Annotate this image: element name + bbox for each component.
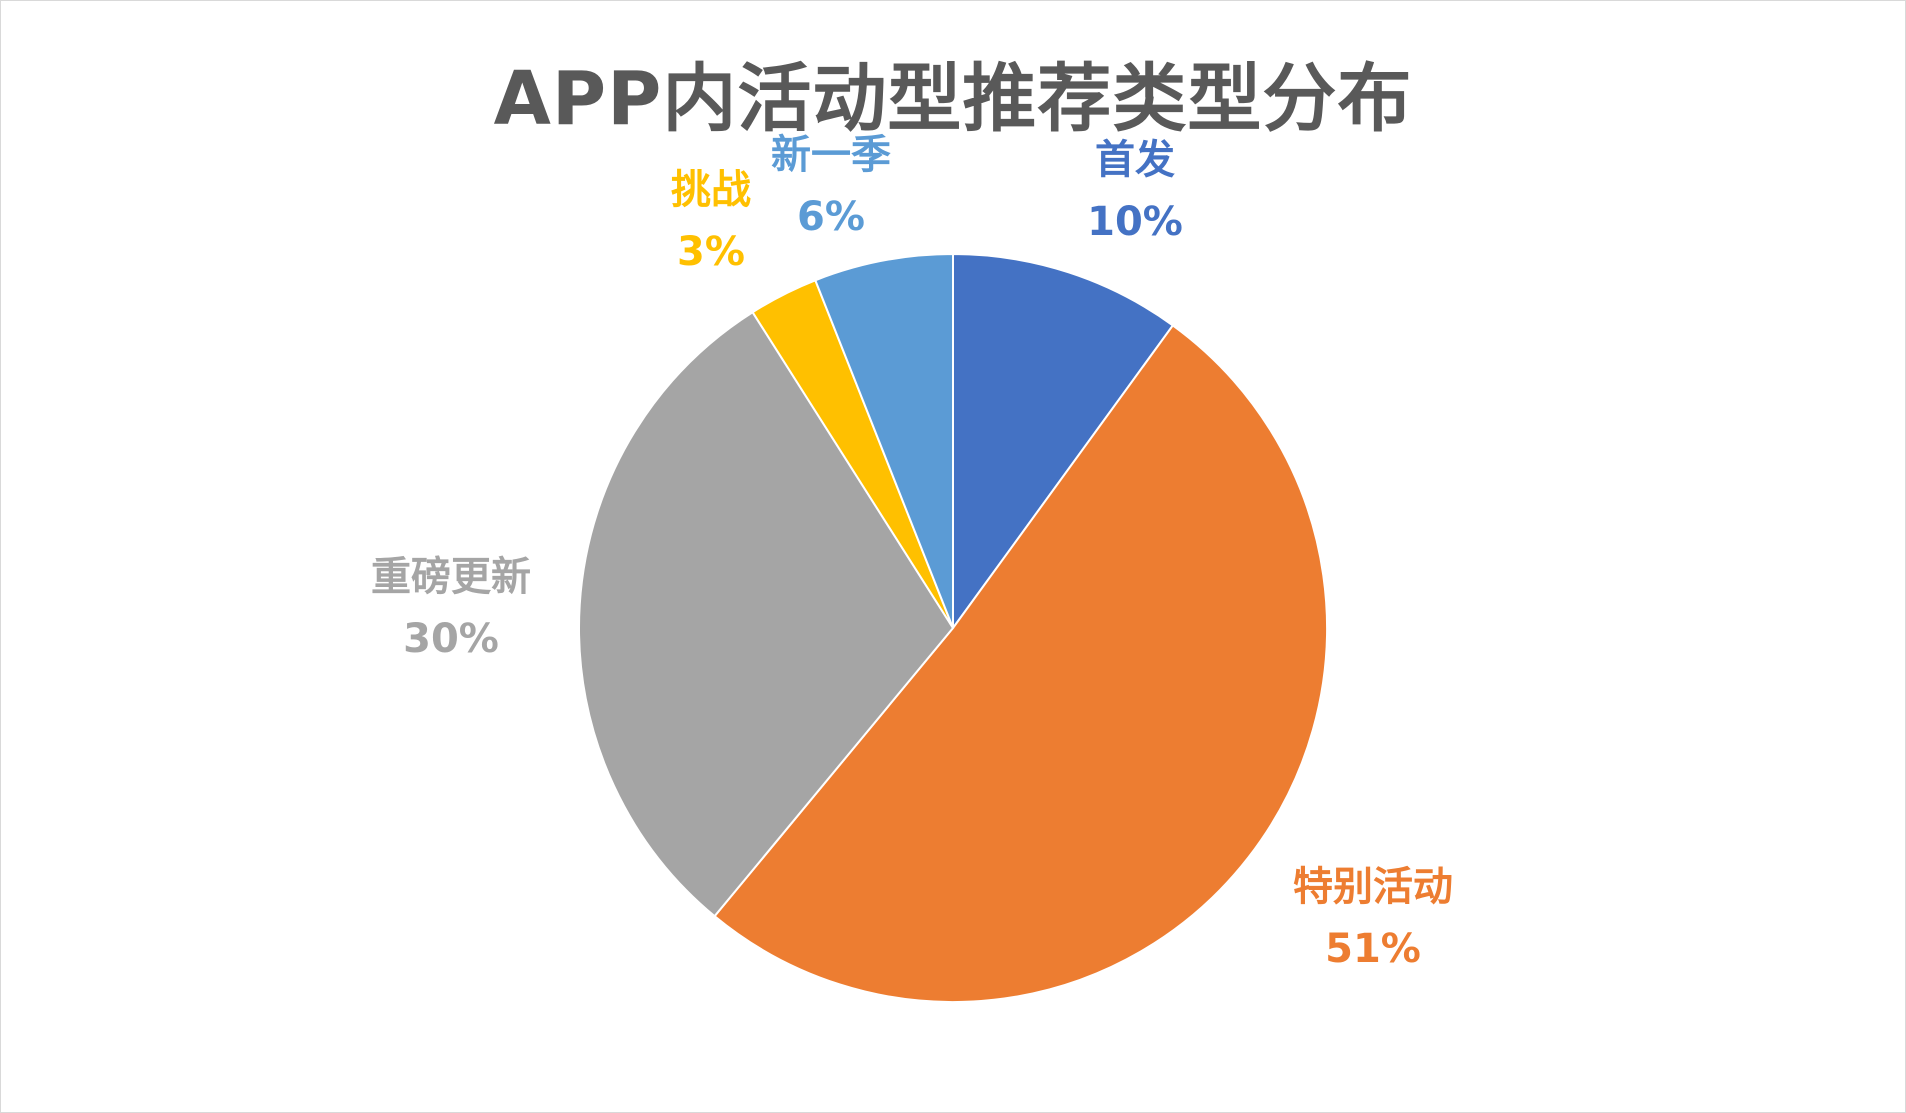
- data-label-2: 重磅更新 30%: [371, 546, 531, 670]
- data-label-percent: 51%: [1325, 926, 1421, 972]
- data-label-4: 新一季 6%: [771, 124, 891, 248]
- data-label-percent: 6%: [797, 194, 865, 240]
- data-label-percent: 10%: [1087, 199, 1183, 245]
- data-label-name: 首发: [1095, 137, 1175, 183]
- data-label-percent: 30%: [403, 616, 499, 662]
- data-label-name: 挑战: [671, 167, 751, 213]
- pie-slice-2: [578, 310, 955, 918]
- pie-slice-0: [952, 252, 1175, 632]
- data-label-name: 新一季: [771, 132, 891, 178]
- pie-slice-4: [814, 252, 954, 629]
- data-label-1: 特别活动 51%: [1293, 856, 1453, 980]
- data-label-percent: 3%: [677, 229, 745, 275]
- chart-title: APP内活动型推荐类型分布: [493, 56, 1413, 142]
- data-label-3: 挑战 3%: [671, 159, 751, 283]
- data-label-name: 重磅更新: [371, 554, 531, 600]
- pie-slices: [578, 252, 1329, 1004]
- data-label-name: 特别活动: [1293, 864, 1453, 910]
- data-label-0: 首发 10%: [1087, 129, 1183, 253]
- pie-slice-1: [713, 324, 1329, 1004]
